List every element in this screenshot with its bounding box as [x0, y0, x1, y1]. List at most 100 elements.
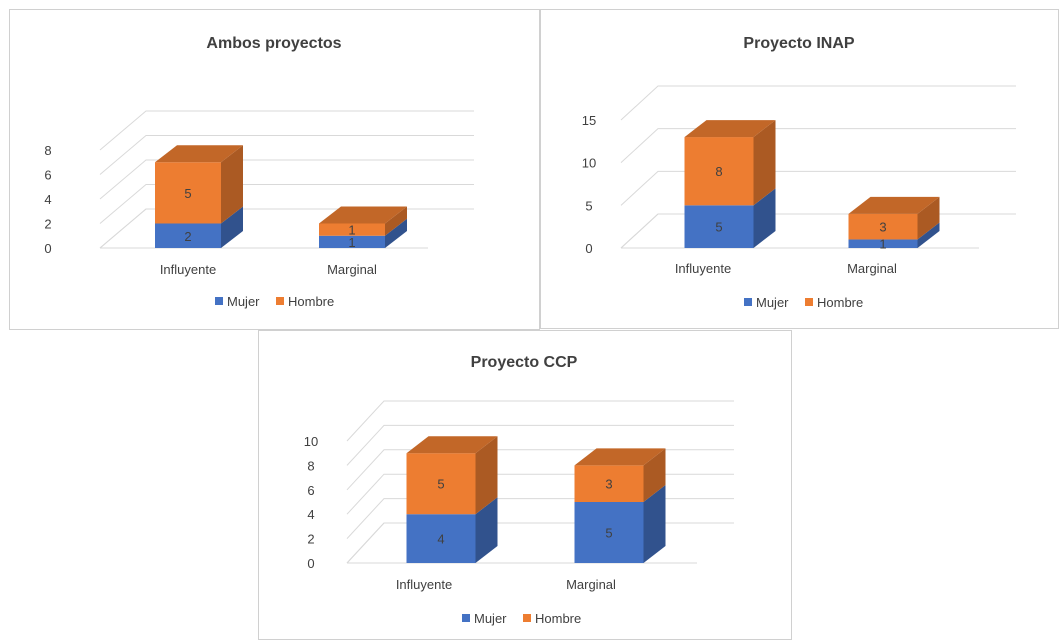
legend-label: Mujer — [474, 611, 507, 626]
y-tick-label: 4 — [307, 507, 314, 522]
y-tick-label: 5 — [585, 198, 592, 213]
bar-hombre-marginal — [319, 206, 407, 236]
bar-side — [385, 218, 407, 248]
bar-front — [319, 223, 385, 236]
x-category-label: Marginal — [566, 577, 616, 592]
bar-mujer-marginal — [319, 218, 407, 248]
legend-swatch-hombre — [276, 297, 284, 305]
bar-top — [574, 448, 666, 466]
x-category-label: Influyente — [160, 262, 216, 277]
legend-swatch-mujer — [744, 298, 752, 306]
bar-hombre-marginal — [574, 448, 666, 502]
data-label: 1 — [879, 237, 886, 252]
bar-mujer-marginal — [848, 222, 940, 248]
legend-label: Mujer — [756, 295, 789, 310]
legend-label: Hombre — [817, 295, 863, 310]
data-label: 2 — [184, 229, 191, 244]
bar-hombre-influyente — [155, 145, 243, 224]
bar-mujer-influyente — [406, 497, 498, 563]
bar-side — [221, 206, 243, 248]
bar-side — [917, 196, 940, 240]
gridline — [99, 159, 474, 200]
bar-side — [221, 145, 243, 224]
y-tick-label: 15 — [582, 113, 596, 128]
y-tick-label: 10 — [582, 156, 596, 171]
bar-top — [155, 145, 243, 163]
bar-top — [406, 436, 498, 454]
y-tick-label: 2 — [307, 532, 314, 547]
x-category-label: Influyente — [675, 261, 731, 276]
x-category-label: Influyente — [396, 577, 452, 592]
bar-side — [385, 206, 407, 236]
bar-hombre-influyente — [406, 436, 498, 515]
gridline — [346, 473, 734, 515]
gridline — [620, 85, 1016, 121]
bar-top — [684, 120, 776, 138]
bar-mujer-marginal — [574, 485, 666, 563]
data-label: 3 — [879, 220, 886, 235]
gridline — [346, 498, 734, 539]
bar-side — [753, 188, 776, 248]
chart-title: Proyecto CCP — [471, 354, 578, 371]
gridline — [620, 213, 1016, 249]
bar-side — [753, 120, 776, 206]
gridline — [620, 128, 1016, 164]
data-label: 5 — [715, 220, 722, 235]
data-label: 5 — [605, 526, 612, 541]
chart-ccp: Proyecto CCP 0 2 4 6 8 10 4 5 Influyente 5 3 Margina… — [304, 354, 734, 626]
bar-front — [406, 453, 476, 515]
x-category-label: Marginal — [847, 261, 897, 276]
y-tick-label: 0 — [585, 241, 592, 256]
bar-hombre-influyente — [684, 120, 776, 206]
chart-panel-ambos: Ambos proyectos 0 2 4 6 8 2 5 Influyente 1 1 Margin… — [9, 9, 540, 330]
gridline — [346, 522, 734, 564]
legend-swatch-mujer — [462, 614, 470, 622]
legend-swatch-mujer — [215, 297, 223, 305]
bar-mujer-influyente — [155, 206, 243, 248]
bar-front — [319, 235, 385, 248]
y-tick-label: 0 — [307, 556, 314, 571]
bar-front — [848, 213, 918, 240]
bar-front — [684, 137, 754, 206]
y-tick-label: 2 — [44, 217, 51, 232]
bar-front — [574, 465, 644, 502]
bar-hombre-marginal — [848, 196, 940, 240]
gridline — [99, 184, 474, 224]
y-tick-label: 4 — [44, 192, 51, 207]
bar-side — [917, 222, 940, 248]
gridline — [346, 449, 734, 491]
y-tick-label: 8 — [44, 143, 51, 158]
bar-side — [643, 448, 666, 502]
chart-panel-ccp: Proyecto CCP 0 2 4 6 8 10 4 5 Influyente 5 3 Margina… — [258, 330, 792, 640]
gridline — [346, 400, 734, 442]
legend-label: Mujer — [227, 294, 260, 309]
chart-ambos: Ambos proyectos 0 2 4 6 8 2 5 Influyente 11 Margin… — [44, 35, 474, 309]
data-label: 1 — [348, 223, 355, 238]
gridline — [99, 110, 474, 151]
gridline — [99, 135, 474, 175]
legend-swatch-hombre — [805, 298, 813, 306]
bar-front — [406, 514, 476, 563]
legend-label: Hombre — [288, 294, 334, 309]
bar-side — [643, 485, 666, 563]
bar-front — [848, 239, 918, 248]
gridline — [620, 170, 1016, 206]
legend-label: Hombre — [535, 611, 581, 626]
bar-mujer-influyente — [684, 188, 776, 248]
gridline — [346, 424, 734, 466]
y-tick-label: 8 — [307, 458, 314, 473]
x-category-label: Marginal — [327, 262, 377, 277]
data-label: 5 — [184, 186, 191, 201]
y-tick-label: 6 — [307, 483, 314, 498]
y-tick-label: 10 — [304, 434, 318, 449]
data-label: 8 — [715, 164, 722, 179]
data-label: 5 — [437, 477, 444, 492]
chart-title: Proyecto INAP — [743, 35, 854, 52]
bar-side — [475, 436, 498, 515]
chart-panel-inap: Proyecto INAP 0 5 10 15 5 8 Influyente 1 3 Margina… — [540, 9, 1059, 329]
legend-swatch-hombre — [523, 614, 531, 622]
data-label: 3 — [605, 477, 612, 492]
bar-side — [475, 497, 498, 563]
bar-front — [155, 223, 221, 248]
bar-front — [684, 205, 754, 248]
